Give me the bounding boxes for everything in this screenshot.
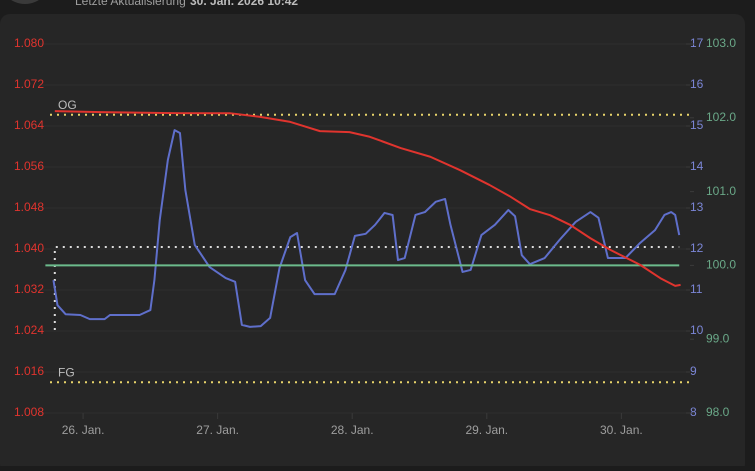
y2-tick-label: 10 xyxy=(690,323,704,337)
y-tick-label: 1.064 xyxy=(14,118,44,132)
card xyxy=(0,14,745,471)
y3-tick-label: 100.0 xyxy=(706,258,736,272)
x-tick-label: 26. Jan. xyxy=(62,423,105,437)
reference-label: FG xyxy=(58,365,75,379)
y3-tick-label: 101.0 xyxy=(706,184,736,198)
y2-tick-label: 17 xyxy=(690,36,704,50)
y3-tick-label: 103.0 xyxy=(706,36,736,50)
avatar xyxy=(11,0,39,4)
y2-tick-label: 11 xyxy=(690,282,703,296)
x-tick-label: 29. Jan. xyxy=(465,423,508,437)
y2-tick-label: 8 xyxy=(690,405,697,419)
x-tick-label: 30. Jan. xyxy=(600,423,643,437)
reference-label: OG xyxy=(58,98,77,112)
y2-tick-label: 15 xyxy=(690,118,704,132)
y-tick-label: 1.056 xyxy=(14,159,44,173)
y2-tick-label: 9 xyxy=(690,364,697,378)
y2-tick-label: 13 xyxy=(690,200,704,214)
x-tick-label: 28. Jan. xyxy=(331,423,374,437)
y-tick-label: 1.072 xyxy=(14,77,44,91)
y-tick-label: 1.032 xyxy=(14,282,44,296)
series-line xyxy=(54,110,681,287)
series-line xyxy=(52,129,681,328)
x-tick-label: 27. Jan. xyxy=(196,423,239,437)
y-tick-label: 1.040 xyxy=(14,241,44,255)
y-tick-label: 1.080 xyxy=(14,36,44,50)
y3-tick-label: 99.0 xyxy=(706,331,730,345)
y2-tick-label: 12 xyxy=(690,241,704,255)
y-tick-label: 1.008 xyxy=(14,405,44,419)
y3-tick-label: 102.0 xyxy=(706,110,736,124)
header-label: Letzte Aktualisierung xyxy=(75,0,186,8)
y2-tick-label: 16 xyxy=(690,77,704,91)
y-tick-label: 1.024 xyxy=(14,323,44,337)
y-tick-label: 1.016 xyxy=(14,364,44,378)
y-tick-label: 1.048 xyxy=(14,200,44,214)
header-timestamp: 30. Jan. 2026 10:42 xyxy=(190,0,298,8)
y3-tick-label: 98.0 xyxy=(706,405,730,419)
y2-tick-label: 14 xyxy=(690,159,704,173)
